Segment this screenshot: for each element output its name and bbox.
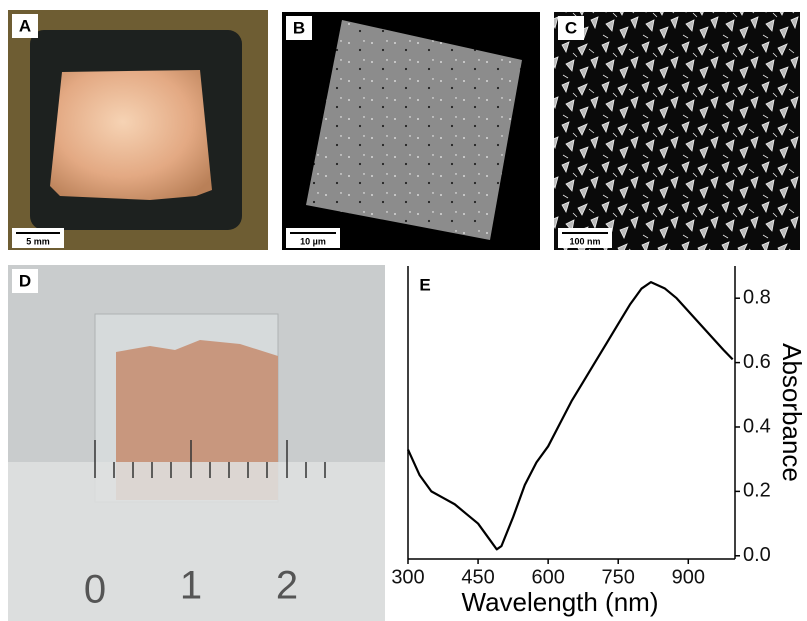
panel-label: E: [419, 275, 430, 294]
x-tick-label: 300: [391, 566, 424, 588]
sample: [306, 20, 522, 240]
y-tick-label: 0.4: [743, 415, 771, 437]
panel-b: B 10 µm: [282, 12, 540, 250]
scale-bar-label: 10 µm: [300, 236, 326, 246]
scale-bar-label: 5 mm: [26, 236, 50, 246]
y-tick-label: 0.2: [743, 480, 771, 502]
panel-label: A: [19, 16, 31, 35]
panel-label: B: [293, 18, 305, 37]
x-tick-label: 450: [461, 566, 494, 588]
panel-label: D: [19, 271, 31, 290]
panel-label: C: [565, 18, 577, 37]
x-tick-label: 900: [672, 566, 705, 588]
figure: A 5 mm B 10 µm C 100 nm 0 1 2 D: [0, 0, 807, 621]
panel-d: 0 1 2 D: [8, 265, 385, 621]
x-axis-title: Wavelength (nm): [462, 587, 659, 617]
ruler-label: 0: [84, 568, 106, 612]
panel-c: C 100 nm: [554, 12, 800, 250]
film: [50, 70, 212, 200]
panel-a: A 5 mm: [8, 10, 268, 250]
ruler-label: 2: [276, 564, 298, 608]
panel-e: E Wavelength (nm) 300 450 600 750 900 0.0 0.2 0…: [391, 266, 807, 617]
y-tick-label: 0.0: [743, 544, 771, 566]
line-series: [408, 282, 733, 549]
x-tick-label: 600: [531, 566, 564, 588]
ruler-label: 1: [180, 564, 202, 608]
y-tick-label: 0.6: [743, 351, 771, 373]
y-tick-label: 0.8: [743, 286, 771, 308]
scale-bar-label: 100 nm: [569, 236, 600, 246]
x-tick-label: 750: [602, 566, 635, 588]
sem-image: [554, 12, 800, 250]
y-axis-title: Absorbance: [777, 343, 807, 482]
